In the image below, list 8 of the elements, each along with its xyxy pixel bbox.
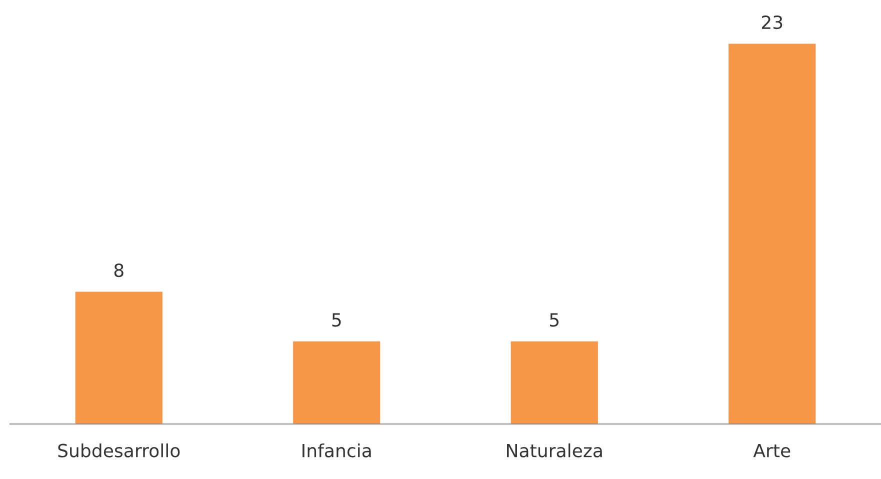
data-label: 8 [114, 263, 124, 278]
x-tick-label: Subdesarrollo [58, 443, 180, 458]
x-tick-label: Arte [753, 444, 790, 458]
data-label: 5 [550, 313, 559, 327]
x-tick-label: Infancia [302, 443, 371, 458]
data-label: 5 [332, 313, 341, 327]
x-tick-label: Naturaleza [507, 443, 602, 458]
data-label: 23 [762, 15, 782, 30]
